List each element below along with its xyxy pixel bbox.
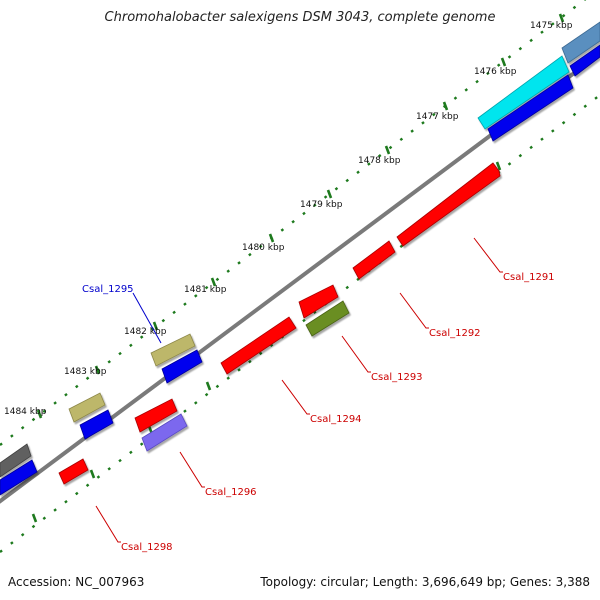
gene-feature-red: [352, 240, 396, 280]
major-ticks: [31, 13, 565, 523]
gene-feature-red: [298, 284, 339, 319]
major-tick: [326, 189, 333, 199]
gene-feature-red: [220, 316, 297, 375]
gene-feature-khaki: [150, 333, 196, 367]
kbp-label: 1479 kbp: [300, 200, 343, 210]
genome-summary-text: Topology: circular; Length: 3,696,649 bp…: [260, 575, 590, 589]
gene-label: Csal_1296: [205, 487, 257, 498]
major-tick: [495, 161, 502, 171]
gene-feature-blue: [79, 409, 114, 440]
gene-feature-red: [58, 458, 89, 485]
kbp-label: 1475 kbp: [530, 21, 573, 31]
major-tick: [268, 233, 275, 243]
leader-line: [281, 379, 310, 415]
major-tick: [94, 365, 101, 375]
kbp-label: 1484 kbp: [4, 407, 47, 417]
gene-label: Csal_1292: [429, 328, 481, 339]
gene-label: Csal_1298: [121, 542, 173, 553]
major-tick: [384, 145, 391, 155]
gene-feature-khaki: [68, 392, 106, 423]
gene-feature-gray: [0, 443, 32, 478]
gene-label: Csal_1291: [503, 272, 555, 283]
kbp-label: 1476 kbp: [474, 67, 517, 77]
major-tick: [89, 469, 96, 479]
gene-label: Csal_1293: [371, 372, 423, 383]
leader-line: [473, 237, 503, 273]
inner-tick-ring: [0, 94, 600, 553]
major-tick: [442, 101, 449, 111]
leader-line: [95, 505, 121, 543]
kbp-label: 1478 kbp: [358, 156, 401, 166]
leader-line: [399, 292, 429, 329]
gene-feature-blue: [161, 349, 203, 384]
leader-line: [179, 451, 205, 488]
kbp-label: 1480 kbp: [242, 243, 285, 253]
leader-line: [132, 292, 162, 344]
gene-feature-blue: [569, 44, 600, 77]
major-tick: [558, 13, 565, 23]
gene-label: Csal_1295: [82, 284, 134, 295]
gene-feature-red: [396, 162, 501, 247]
gene-feature-red: [134, 398, 178, 433]
gene-feature-slate: [141, 413, 188, 452]
major-tick: [205, 381, 212, 391]
major-tick: [152, 321, 159, 331]
kbp-label: 1483 kbp: [64, 367, 107, 377]
gene-feature-blue: [0, 459, 38, 496]
major-tick: [36, 409, 43, 419]
kbp-label: 1482 kbp: [124, 327, 167, 337]
accession-text: Accession: NC_007963: [8, 575, 145, 589]
gene-feature-cyan: [477, 55, 570, 130]
major-tick: [210, 277, 217, 287]
gene-feature-olive: [305, 300, 350, 337]
kbp-label: 1477 kbp: [416, 112, 459, 122]
leader-line: [341, 335, 371, 373]
gene-feature-steel: [561, 21, 600, 64]
map-title: Chromohalobacter salexigens DSM 3043, co…: [104, 10, 496, 25]
gene-label: Csal_1294: [310, 414, 362, 425]
gene-feature-blue: [487, 74, 574, 142]
major-tick: [500, 57, 507, 67]
kbp-label: 1481 kbp: [184, 285, 227, 295]
major-tick: [31, 513, 38, 523]
